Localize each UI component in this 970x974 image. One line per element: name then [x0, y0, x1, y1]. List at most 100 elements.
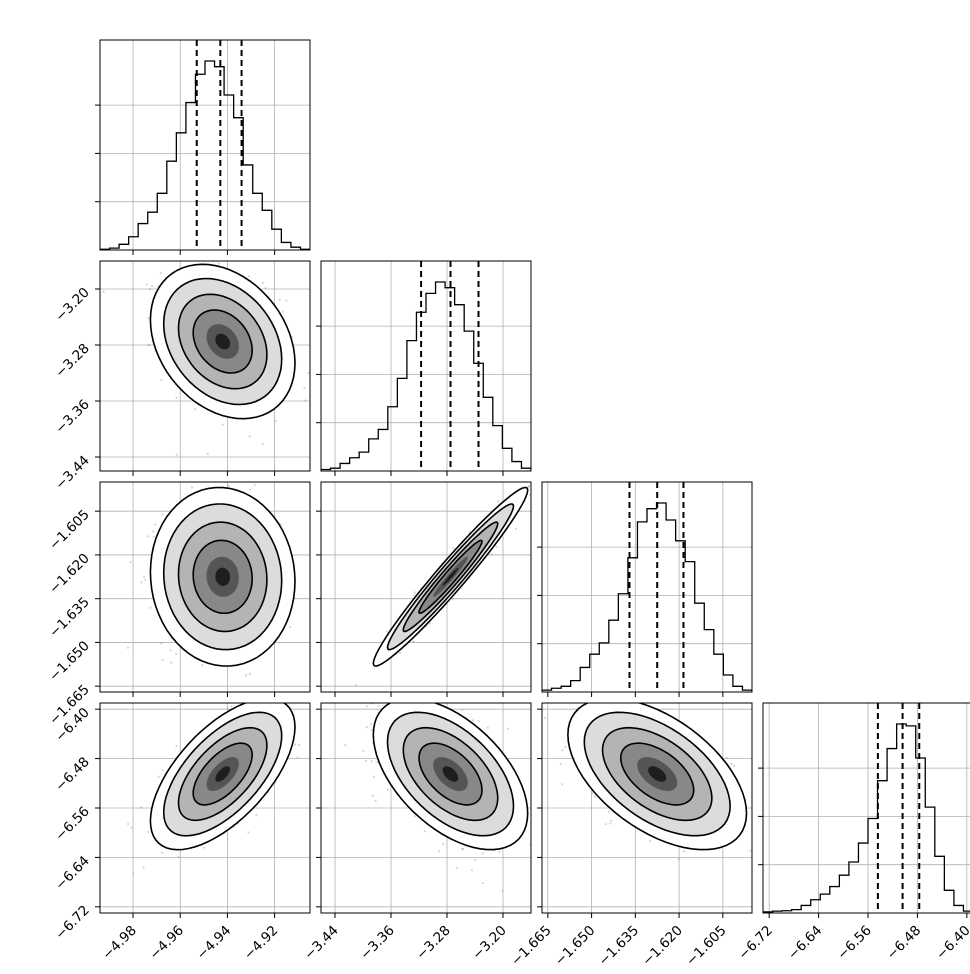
scatter-point [206, 452, 209, 455]
scatter-point [201, 664, 204, 667]
scatter-point [609, 822, 612, 825]
y-tick-label: −1.650 [46, 638, 93, 685]
panel-frame [541, 481, 753, 693]
scatter-point [355, 681, 357, 683]
scatter-point [650, 699, 652, 701]
scatter-point [532, 480, 534, 482]
histogram-panel-1 [95, 39, 311, 255]
scatter-point [461, 847, 465, 851]
scatter-point [161, 769, 164, 772]
contour-line [402, 726, 499, 822]
x-tick-label: −3.28 [413, 923, 454, 964]
scatter-point [311, 711, 313, 713]
scatter-point [370, 760, 373, 763]
y-tick-label: −6.56 [52, 804, 93, 845]
x-tick-label: −6.56 [834, 923, 875, 964]
scatter-point [524, 754, 526, 756]
scatter-point [160, 642, 163, 645]
panel-content [321, 679, 533, 913]
scatter-point [226, 707, 229, 710]
histogram-panel-2 [316, 260, 532, 476]
density-level [215, 567, 231, 586]
panel-content [321, 472, 542, 699]
y-tick-label: −1.620 [46, 550, 93, 597]
scatter-point [298, 743, 301, 746]
scatter-point [421, 679, 423, 681]
scatter-point [356, 697, 358, 699]
y-tick-label: −1.605 [46, 507, 93, 554]
x-tick-label: −4.92 [241, 923, 282, 964]
scatter-point [248, 435, 251, 438]
scatter-point [526, 479, 528, 481]
scatter-point [283, 686, 285, 688]
histogram-step [542, 502, 752, 692]
scatter-point [344, 743, 347, 747]
scatter-point [471, 719, 475, 722]
scatter-point [175, 396, 178, 399]
scatter-point [461, 701, 463, 703]
scatter-point [393, 700, 395, 702]
contour-line [567, 703, 748, 851]
scatter-point [506, 727, 510, 730]
scatter-point [248, 672, 252, 676]
panel-frame [99, 481, 311, 693]
scatter-point [537, 472, 539, 474]
scatter-point [255, 813, 258, 817]
scatter-panel-4-2 [316, 679, 533, 918]
scatter-point [460, 847, 464, 851]
scatter-point [148, 343, 151, 346]
panel-frame [320, 260, 532, 472]
scatter-point [261, 281, 265, 285]
scatter-point [413, 697, 415, 699]
scatter-point [531, 829, 533, 831]
scatter-point [437, 850, 441, 853]
contour-line [192, 742, 254, 806]
scatter-point [481, 852, 485, 855]
scatter-point [160, 851, 164, 854]
histogram-step [321, 281, 531, 471]
x-tick-label: −3.36 [357, 923, 398, 964]
scatter-point [498, 850, 501, 854]
scatter-point [369, 722, 373, 726]
scatter-point [593, 795, 597, 798]
scatter-point [559, 763, 562, 766]
scatter-point [386, 788, 389, 791]
scatter-point [261, 443, 264, 446]
scatter-point [177, 855, 180, 859]
scatter-point [152, 535, 155, 538]
scatter-point [296, 756, 299, 759]
contour-line [149, 263, 296, 420]
contour-line [601, 726, 713, 822]
scatter-point [102, 290, 105, 293]
scatter-point [428, 622, 431, 625]
scatter-point [604, 823, 607, 826]
scatter-point [423, 829, 426, 833]
histogram-step [100, 60, 310, 250]
scatter-point [144, 578, 147, 581]
contour-line [162, 277, 283, 406]
scatter-point [281, 310, 285, 313]
scatter-point [157, 775, 160, 779]
scatter-point [540, 475, 542, 477]
density-level [215, 333, 231, 350]
scatter-point [412, 640, 415, 643]
scatter-point [293, 743, 297, 746]
scatter-point [148, 288, 152, 291]
scatter-point [310, 327, 312, 329]
y-tick-label: −3.36 [52, 397, 93, 438]
scatter-point [477, 719, 480, 723]
x-tick-label: −1.650 [552, 923, 599, 970]
x-tick-label: −4.94 [194, 923, 235, 964]
scatter-point [470, 869, 473, 872]
scatter-point [365, 705, 368, 708]
scatter-point [316, 566, 318, 568]
x-tick-label: −6.72 [735, 923, 776, 964]
x-tick-label: −3.44 [301, 923, 342, 964]
histogram-panel-4 [758, 702, 970, 918]
histogram-panel-3 [537, 481, 753, 697]
scatter-point [413, 815, 417, 818]
scatter-point [274, 419, 278, 423]
scatter-point [355, 683, 358, 686]
scatter-point [247, 831, 250, 834]
